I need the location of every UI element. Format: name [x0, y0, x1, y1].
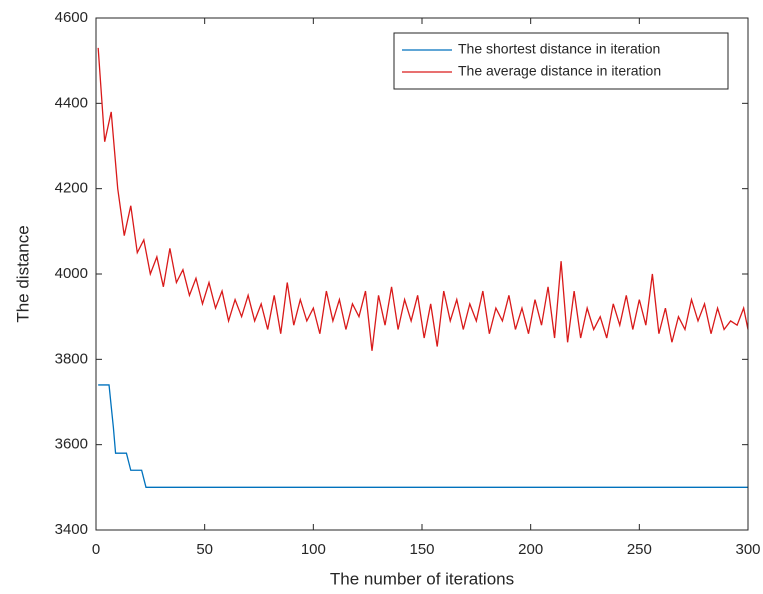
axes-box — [95, 17, 749, 531]
legend-label: The shortest distance in iteration — [458, 41, 660, 57]
y-axis-label: The distance — [13, 225, 32, 322]
x-tick-label: 150 — [409, 541, 434, 558]
x-tick-label: 50 — [196, 541, 213, 558]
y-tick-label: 4400 — [55, 94, 88, 111]
x-tick-label: 300 — [735, 541, 760, 558]
y-tick-label: 3400 — [55, 521, 88, 538]
y-tick-label: 4000 — [55, 265, 88, 282]
y-tick-label: 3600 — [55, 436, 88, 453]
x-tick-label: 0 — [92, 541, 100, 558]
series-line — [98, 384, 748, 488]
x-axis-label: The number of iterations — [330, 569, 514, 588]
x-tick-label: 100 — [301, 541, 326, 558]
legend-box — [393, 32, 729, 90]
y-tick-label: 4600 — [55, 9, 88, 26]
y-tick-label: 3800 — [55, 350, 88, 367]
plot-area — [96, 18, 748, 530]
x-tick-label: 200 — [518, 541, 543, 558]
legend-label: The average distance in iteration — [458, 63, 661, 79]
x-tick-label: 250 — [627, 541, 652, 558]
series-line — [97, 47, 749, 351]
y-tick-label: 4200 — [55, 180, 88, 197]
